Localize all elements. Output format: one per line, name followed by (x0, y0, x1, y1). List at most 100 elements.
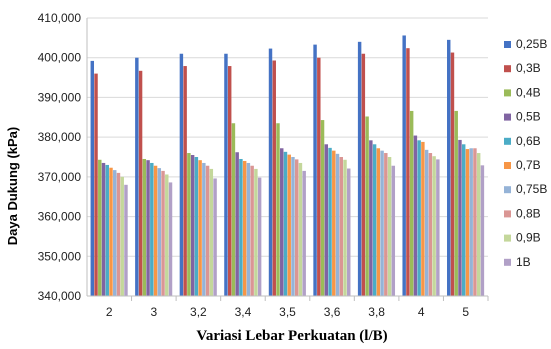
bar (246, 162, 251, 296)
x-axis-label: Variasi Lebar Perkuatan (l/B) (196, 328, 387, 344)
bar (343, 159, 347, 296)
bar (320, 120, 325, 297)
bar (142, 158, 147, 296)
bar (231, 123, 236, 296)
bar (254, 168, 258, 296)
bar (432, 156, 436, 296)
y-tick-label: 400,000 (38, 51, 82, 65)
bar (294, 159, 299, 296)
bar (380, 150, 384, 296)
axes (86, 18, 489, 301)
bar (280, 148, 284, 296)
x-tick-label: 5 (462, 305, 469, 319)
bar (406, 48, 410, 296)
bar (165, 174, 169, 296)
bar (239, 158, 243, 296)
bar (347, 168, 351, 296)
bar (213, 178, 217, 296)
bar (183, 66, 187, 296)
bar (202, 162, 206, 296)
legend-swatch (504, 65, 511, 73)
bar (384, 153, 388, 296)
bar (391, 165, 396, 296)
legend-label: 1B (516, 255, 531, 269)
bar (242, 160, 247, 296)
bar (157, 168, 162, 296)
bar (135, 57, 139, 296)
bar (146, 160, 150, 296)
x-tick-label: 3 (150, 305, 157, 319)
legend: 0,25B 0,3B 0,4B 0,5B 0,6B 0,7B 0,75B 0,8B 0,9B 1B (504, 37, 547, 269)
bar (109, 167, 113, 296)
legend-swatch (504, 210, 511, 218)
y-tick-labels: 340,000 350,000 360,000 370,000 380,000 390,0… (38, 11, 82, 303)
bar (227, 66, 232, 296)
bar (209, 168, 214, 296)
bar (224, 53, 228, 296)
bar (424, 149, 429, 296)
bar (120, 176, 124, 296)
bar (113, 170, 117, 296)
legend-swatch (504, 234, 511, 242)
x-tick-label: 4 (418, 305, 425, 319)
bar (272, 60, 276, 296)
bar (428, 153, 433, 296)
x-tick-label: 3,4 (235, 305, 252, 319)
legend-label: 0,4B (516, 85, 541, 99)
y-axis-label: Daya Dukung (kPa) (5, 127, 20, 245)
legend-swatch (504, 162, 511, 169)
bar (421, 141, 425, 296)
bar (476, 153, 481, 296)
bars (90, 35, 485, 297)
bar (473, 148, 477, 296)
legend-label: 0,3B (516, 61, 541, 75)
legend-swatch (504, 137, 511, 145)
bar (105, 164, 109, 296)
bar (161, 170, 165, 296)
legend-label: 0,9B (516, 231, 541, 245)
x-tick-label: 3,6 (324, 305, 341, 319)
bar (179, 53, 184, 296)
bar (124, 184, 128, 296)
legend-swatch (504, 258, 511, 266)
bar (454, 110, 458, 296)
x-tick-labels: 2 3 3,2 3,4 3,5 3,6 3,8 4 5 (106, 305, 469, 319)
x-tick-label: 2 (106, 305, 113, 319)
bar (153, 165, 158, 296)
bar (387, 157, 392, 296)
bar (98, 159, 102, 296)
bar (402, 35, 406, 297)
y-tick-label: 340,000 (38, 289, 82, 303)
bar (480, 165, 485, 296)
bar (372, 144, 377, 296)
bar (369, 140, 373, 296)
legend-label: 0,5B (516, 110, 541, 124)
bar (276, 123, 280, 296)
bar (357, 41, 362, 297)
bar (194, 157, 199, 296)
legend-swatch (504, 186, 511, 194)
x-tick-label: 3,2 (190, 305, 207, 319)
bar (302, 170, 306, 296)
bar (198, 160, 202, 296)
x-tick-label: 3,5 (279, 305, 296, 319)
y-tick-label: 410,000 (38, 11, 82, 25)
bar (138, 70, 143, 296)
y-tick-label: 350,000 (38, 249, 82, 263)
bar (168, 182, 173, 296)
bar (328, 147, 332, 296)
bar (461, 144, 466, 296)
legend-label: 0,6B (516, 134, 541, 148)
legend-label: 0,25B (516, 37, 547, 51)
bar (447, 39, 451, 296)
bar (291, 157, 295, 296)
legend-swatch (504, 89, 511, 97)
bar (257, 177, 262, 296)
y-tick-label: 360,000 (38, 210, 82, 224)
bar (190, 155, 195, 296)
bar (361, 53, 366, 296)
bar (287, 154, 291, 296)
bar (376, 148, 381, 296)
bar (298, 162, 303, 296)
